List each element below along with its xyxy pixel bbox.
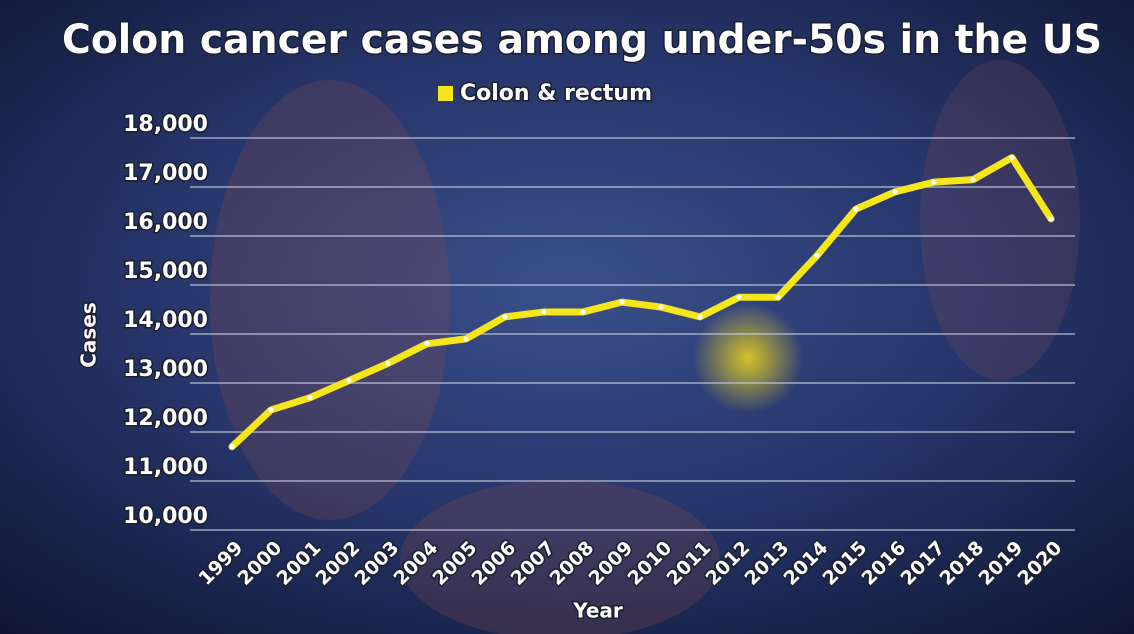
- point: [932, 180, 937, 185]
- point: [620, 300, 625, 305]
- y-tick-label: 15,000: [123, 259, 208, 284]
- y-axis-label: Cases: [77, 302, 101, 368]
- decoration: [693, 303, 803, 413]
- x-axis-label: Year: [572, 599, 623, 623]
- point: [971, 177, 976, 182]
- y-tick-label: 10,000: [123, 504, 208, 529]
- point: [347, 378, 352, 383]
- y-tick-label: 13,000: [123, 357, 208, 382]
- point: [464, 336, 469, 341]
- point: [425, 341, 430, 346]
- point: [854, 207, 859, 212]
- point: [893, 189, 898, 194]
- point: [776, 295, 781, 300]
- point: [815, 253, 820, 258]
- point: [230, 444, 235, 449]
- point: [308, 395, 313, 400]
- y-tick-label: 16,000: [123, 210, 208, 235]
- y-tick-label: 14,000: [123, 308, 208, 333]
- point: [737, 295, 742, 300]
- legend-label: Colon & rectum: [460, 81, 652, 106]
- chart: Colon cancer cases among under-50s in th…: [0, 0, 1134, 634]
- point: [698, 314, 703, 319]
- decoration: [210, 80, 450, 520]
- point: [269, 407, 274, 412]
- y-tick-label: 17,000: [123, 161, 208, 186]
- point: [1049, 216, 1054, 221]
- y-tick-label: 18,000: [123, 112, 208, 137]
- y-tick-label: 12,000: [123, 406, 208, 431]
- point: [386, 361, 391, 366]
- point: [542, 309, 547, 314]
- point: [581, 309, 586, 314]
- chart-title: Colon cancer cases among under-50s in th…: [62, 17, 1102, 63]
- legend-swatch: [438, 86, 453, 101]
- y-tick-label: 11,000: [123, 455, 208, 480]
- point: [659, 305, 664, 310]
- point: [1010, 155, 1015, 160]
- point: [503, 314, 508, 319]
- decoration: [920, 60, 1080, 380]
